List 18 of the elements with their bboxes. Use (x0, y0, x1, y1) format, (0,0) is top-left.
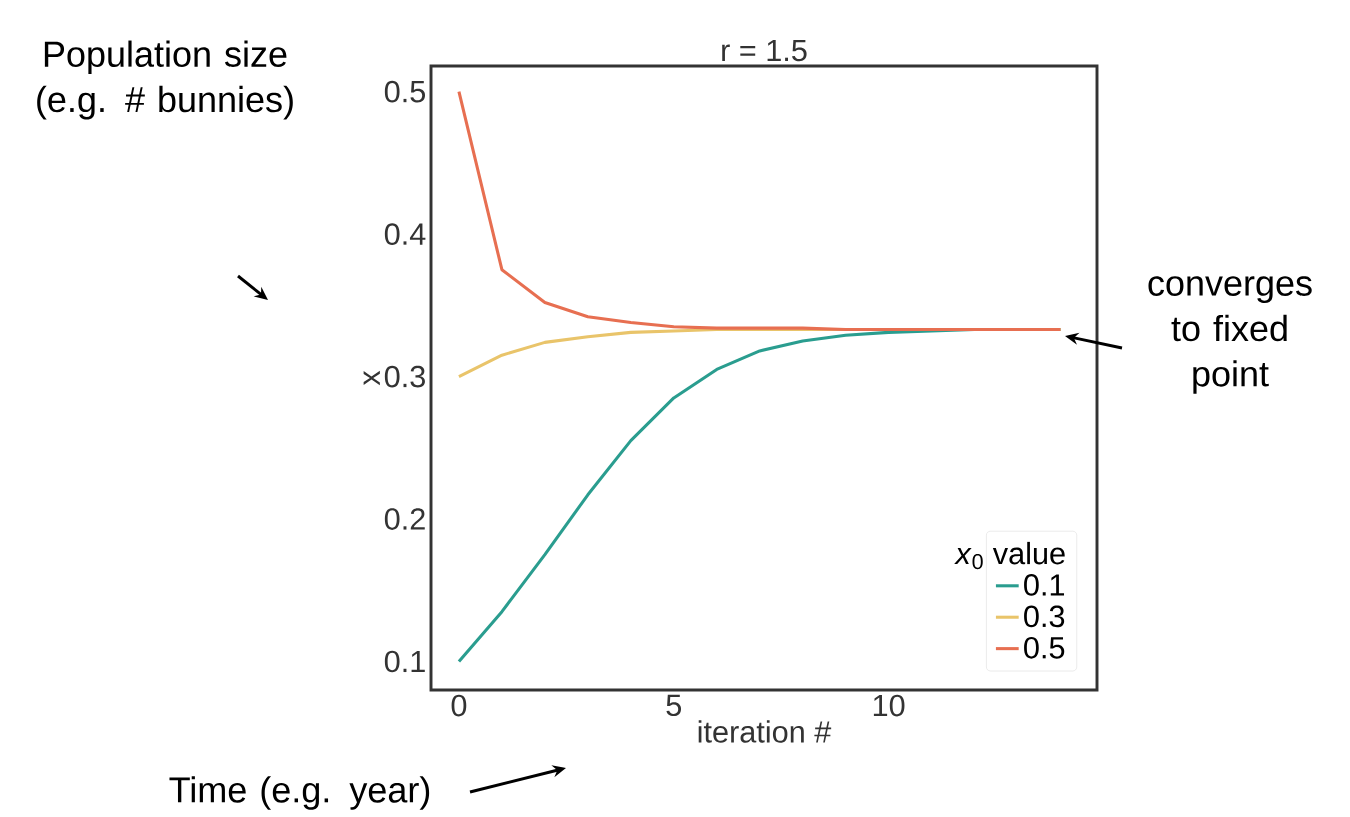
y-tick-label: 0.1 (384, 650, 425, 673)
legend-label: 0.5 (1024, 636, 1065, 659)
y-tick-label: 0.5 (384, 80, 426, 103)
legend-title: x$_{0}$ value (954, 541, 1065, 570)
text: Time (e.g. year) (169, 776, 430, 810)
x-tick-label: 5 (666, 694, 682, 717)
legend-label: 0.1 (1024, 574, 1065, 596)
text: Population size (e.g. # bunnies) (37, 40, 293, 120)
y-tick-label: 0.3 (384, 365, 425, 388)
y-axis-title: x (363, 370, 380, 386)
legend-label: 0.3 (1024, 605, 1065, 628)
chart-title: r = 1.5 (722, 39, 807, 62)
y-tick-label: 0.4 (384, 223, 426, 245)
text: converges to fixed point (1148, 276, 1312, 394)
y-tick-label: 0.2 (384, 508, 425, 530)
x-tick-label: 10 (873, 694, 905, 717)
x-tick-label: 0 (451, 694, 467, 717)
x-axis-title: iteration # (698, 720, 832, 743)
